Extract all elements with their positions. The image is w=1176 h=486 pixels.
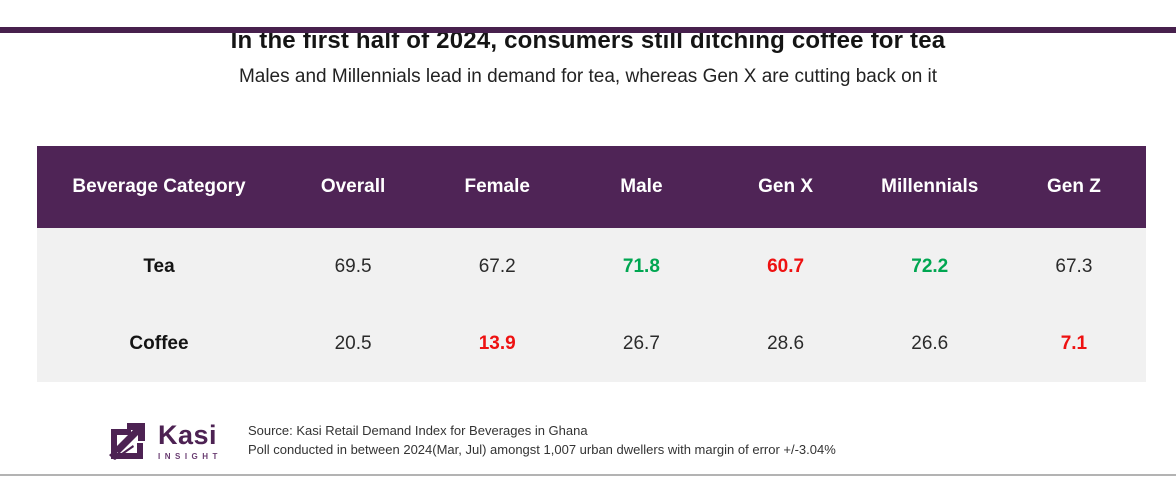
- column-header-millennials: Millennials: [881, 176, 979, 197]
- footer: Kasi INSIGHT Source: Kasi Retail Demand …: [105, 419, 836, 463]
- cell-tea-millennials: 72.2: [911, 255, 949, 277]
- kasi-insight-logo: Kasi INSIGHT: [105, 419, 222, 463]
- kasi-logo-text: Kasi INSIGHT: [158, 419, 222, 461]
- kasi-logo-subtext: INSIGHT: [158, 451, 222, 461]
- kasi-logo-brand: Kasi: [158, 419, 218, 450]
- column-header-male: Male: [620, 176, 663, 197]
- page-subtitle: Males and Millennials lead in demand for…: [238, 66, 938, 87]
- source-note: Source: Kasi Retail Demand Index for Bev…: [248, 422, 836, 460]
- source-line-2: Poll conducted in between 2024(Mar, Jul)…: [247, 442, 836, 457]
- cell-coffee-overall: 20.5: [334, 332, 372, 354]
- cell-tea-overall: 69.5: [334, 255, 372, 277]
- table-header-row: Beverage Category Overall Female Male Ge…: [37, 146, 1146, 228]
- column-header-female: Female: [464, 176, 530, 197]
- cell-coffee-gen-z: 7.1: [1060, 332, 1088, 354]
- column-header-gen-x: Gen X: [758, 176, 814, 197]
- column-header-beverage-category: Beverage Category: [72, 176, 246, 197]
- cell-tea-male: 71.8: [622, 255, 660, 277]
- column-header-overall: Overall: [320, 176, 386, 197]
- source-line-1: Source: Kasi Retail Demand Index for Bev…: [247, 423, 588, 439]
- row-label-coffee: Coffee: [129, 332, 189, 354]
- beverage-demand-table: Beverage Category Overall Female Male Ge…: [37, 146, 1146, 382]
- cell-tea-gen-z: 67.3: [1055, 255, 1093, 277]
- kasi-logo-arrow-icon: [109, 423, 145, 460]
- table-body: Tea 69.5 67.2 71.8 60.7 72.2 67.3 Coffee…: [37, 228, 1146, 382]
- bottom-divider: [0, 474, 1176, 476]
- table-row-coffee: Coffee 20.5 13.9 26.7 28.6 26.6 7.1: [37, 305, 1146, 382]
- table-row-tea: Tea 69.5 67.2 71.8 60.7 72.2 67.3: [37, 228, 1146, 305]
- cell-coffee-female: 13.9: [478, 332, 516, 354]
- cell-tea-gen-x: 60.7: [767, 255, 805, 277]
- column-header-gen-z: Gen Z: [1046, 176, 1101, 197]
- cell-coffee-millennials: 26.6: [911, 332, 949, 354]
- cell-tea-female: 67.2: [478, 255, 516, 277]
- top-accent-bar: [0, 27, 1176, 33]
- cell-coffee-gen-x: 28.6: [767, 332, 805, 354]
- row-label-tea: Tea: [143, 255, 175, 277]
- cell-coffee-male: 26.7: [622, 332, 660, 354]
